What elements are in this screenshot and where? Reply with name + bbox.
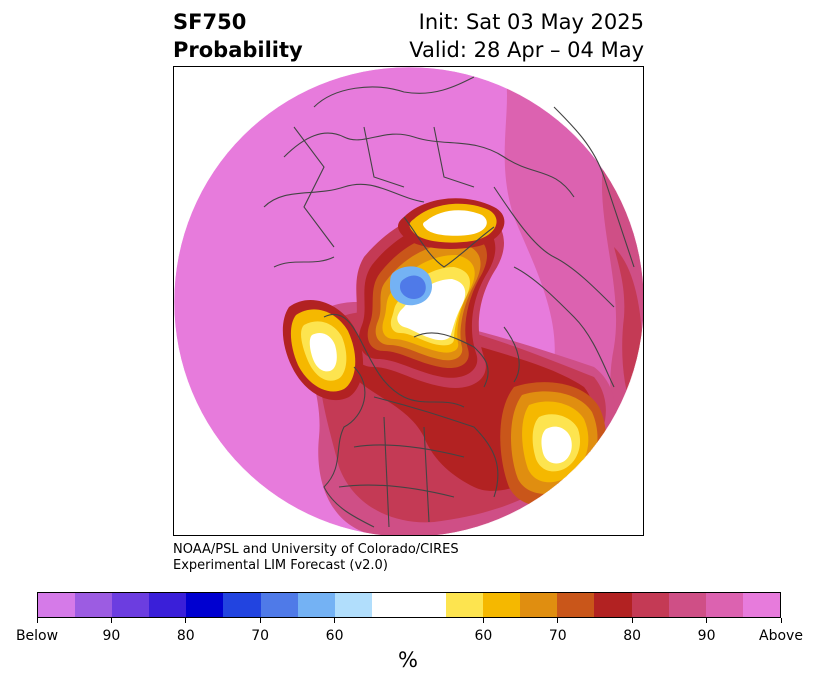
probability-field <box>174 67 643 535</box>
credit-text: NOAA/PSL and University of Colorado/CIRE… <box>173 542 459 574</box>
colorbar-swatch <box>186 593 224 617</box>
colorbar-swatch <box>483 593 521 617</box>
colorbar-swatch <box>742 593 780 617</box>
colorbar-tick-label: 60 <box>325 628 344 644</box>
colorbar-swatch <box>668 593 706 617</box>
colorbar-unit: % <box>398 648 418 672</box>
polar-map <box>174 67 643 535</box>
credit-line2: Experimental LIM Forecast (v2.0) <box>173 558 388 573</box>
colorbar-tick-label: 80 <box>176 628 195 644</box>
map-panel <box>173 66 644 536</box>
probability-region <box>423 210 487 236</box>
colorbar-swatch <box>149 593 187 617</box>
colorbar-tick-mark <box>36 618 38 623</box>
colorbar-swatch <box>38 593 76 617</box>
colorbar-tick-mark <box>334 618 336 623</box>
colorbar-tick-mark <box>185 618 187 623</box>
probability-region <box>309 333 337 372</box>
probability-region <box>541 426 572 464</box>
colorbar-tick-label: 70 <box>548 628 567 644</box>
colorbar-tick-mark <box>482 618 484 623</box>
probability-region <box>397 279 466 341</box>
colorbar-swatch <box>260 593 298 617</box>
colorbar-tick-label: 60 <box>474 628 493 644</box>
colorbar-swatch <box>705 593 743 617</box>
colorbar-swatch <box>446 593 484 617</box>
init-date: Init: Sat 03 May 2025 <box>418 10 644 34</box>
colorbar-swatch <box>594 593 632 617</box>
colorbar-tick-label: Below <box>15 628 59 644</box>
valid-range: Valid: 28 Apr – 04 May <box>409 38 644 62</box>
colorbar-swatch <box>631 593 669 617</box>
colorbar-tick-label: Above <box>759 628 803 644</box>
colorbar-swatch <box>223 593 261 617</box>
probability-region <box>400 275 426 299</box>
colorbar-swatch <box>112 593 150 617</box>
date-block: Init: Sat 03 May 2025 Valid: 28 Apr – 04… <box>409 8 644 64</box>
colorbar-tick-label: 90 <box>102 628 121 644</box>
variable-title: SF750 <box>173 10 247 34</box>
colorbar-swatch <box>75 593 113 617</box>
colorbar <box>37 592 781 618</box>
colorbar-tick-label: 80 <box>623 628 642 644</box>
colorbar-tick-mark <box>110 618 112 623</box>
colorbar-swatch <box>334 593 372 617</box>
colorbar-tick-mark <box>557 618 559 623</box>
colorbar-swatch <box>520 593 558 617</box>
colorbar-tick-mark <box>259 618 261 623</box>
colorbar-tick-label: 70 <box>251 628 270 644</box>
coastlines <box>263 76 635 528</box>
colorbar-tick-mark <box>780 618 782 623</box>
colorbar-tick-mark <box>631 618 633 623</box>
colorbar-swatch <box>371 593 447 617</box>
title-block: SF750 Probability <box>173 8 303 64</box>
credit-line1: NOAA/PSL and University of Colorado/CIRE… <box>173 542 459 557</box>
colorbar-tick-mark <box>706 618 708 623</box>
product-title: Probability <box>173 38 303 62</box>
colorbar-swatch <box>297 593 335 617</box>
colorbar-swatch <box>557 593 595 617</box>
colorbar-tick-label: 90 <box>697 628 716 644</box>
